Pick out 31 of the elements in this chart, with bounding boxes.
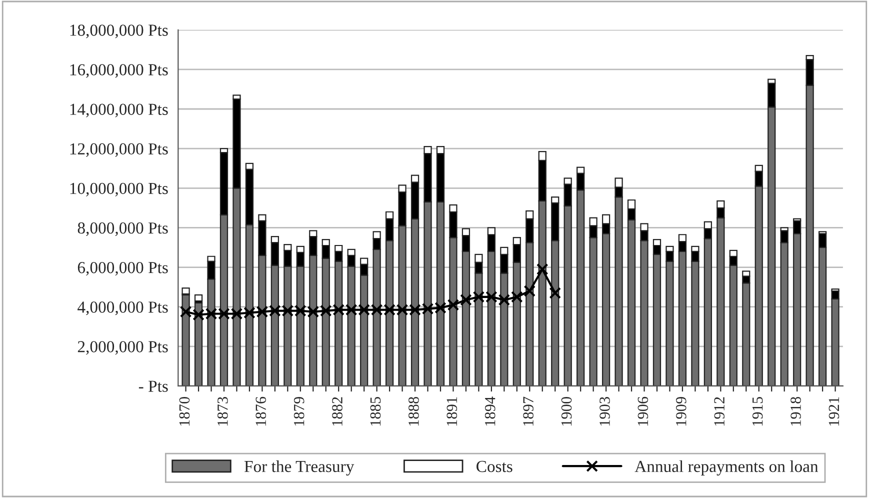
x-tick-label: 1915 (752, 396, 763, 426)
x-tick-label: 1879 (294, 396, 304, 426)
y-tick-label: - Pts (138, 380, 168, 392)
x-tick-label: 1897 (523, 396, 534, 426)
x-tick-label: 1873 (218, 396, 228, 426)
x-tick-label: 1870 (179, 396, 190, 426)
y-tick-label: 16,000,000 Pts (70, 64, 168, 78)
x-tick-label: 1882 (332, 397, 342, 426)
x-tick-label: 1885 (370, 396, 381, 426)
x-tick-label: 1894 (484, 396, 496, 426)
legend-label: For the Treasury (244, 460, 354, 476)
x-tick-label: 1876 (256, 396, 266, 426)
x-tick-label: 1909 (676, 396, 686, 426)
y-tick-label: 8,000,000 Pts (78, 222, 168, 236)
x-tick-label: 1921 (828, 397, 840, 426)
legend-label: Annual repayments on loan (634, 460, 818, 476)
x-tick-label: 1903 (600, 396, 610, 426)
y-tick-label: 10,000,000 Pts (70, 182, 168, 196)
y-tick-label: 12,000,000 Pts (70, 143, 168, 157)
y-tick-label: 14,000,000 Pts (70, 104, 168, 118)
y-tick-label: 6,000,000 Pts (78, 262, 168, 276)
y-tick-label: 2,000,000 Pts (78, 341, 168, 355)
x-tick-label: 1891 (446, 397, 458, 426)
y-tick-label: 4,000,000 Pts (78, 302, 168, 316)
x-tick-label: 1912 (714, 397, 724, 426)
x-tick-label: 1900 (561, 396, 572, 426)
legend-label: Costs (476, 460, 512, 472)
x-tick-label: 1906 (638, 396, 648, 426)
y-tick-label: 18,000,000 Pts (70, 24, 168, 38)
x-tick-label: 1918 (790, 396, 801, 426)
x-tick-label: 1888 (408, 396, 419, 426)
